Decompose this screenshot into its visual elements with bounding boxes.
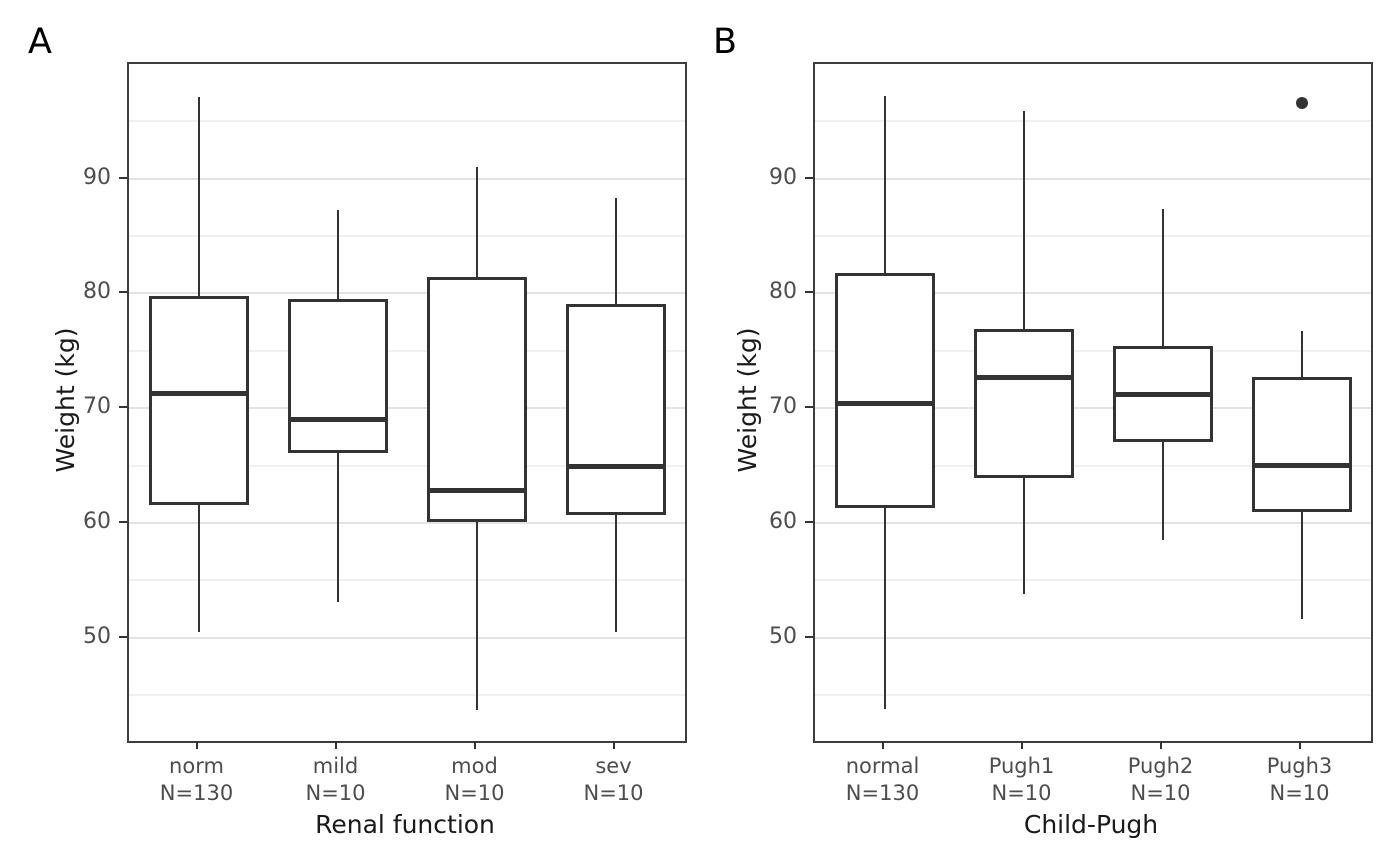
- gridline-major: [815, 177, 1371, 180]
- category-n: N=10: [305, 781, 366, 805]
- box: [1251, 377, 1352, 512]
- gridline-major: [129, 636, 685, 639]
- y-tick-mark: [805, 291, 813, 294]
- median-line: [288, 417, 387, 423]
- y-tick-label: 80: [83, 279, 111, 305]
- x-category-label: normal N=130: [813, 753, 953, 807]
- box: [148, 295, 249, 505]
- category-name: normal: [845, 754, 920, 778]
- x-tick-mark: [195, 741, 198, 749]
- category-n: N=10: [1130, 781, 1191, 805]
- gridline-minor: [129, 120, 685, 123]
- gridline-minor: [129, 694, 685, 697]
- x-tick-mark: [1298, 741, 1301, 749]
- y-tick-label: 70: [769, 394, 797, 420]
- gridline-major: [815, 521, 1371, 524]
- y-tick-mark: [119, 406, 127, 409]
- panel-b: B Weight (kg) Child-Pugh 50 60 70 80 90 norma…: [700, 0, 1400, 866]
- gridline-minor: [815, 579, 1371, 582]
- median-line: [1113, 391, 1212, 397]
- y-tick-label: 80: [769, 279, 797, 305]
- panel-a: A Weight (kg) Renal function 50 60 70 80 90 n…: [28, 22, 687, 839]
- gridline-minor: [815, 349, 1371, 352]
- outlier-point: [1295, 97, 1308, 109]
- x-tick-mark: [334, 741, 337, 749]
- y-tick-label: 50: [83, 623, 111, 649]
- category-name: Pugh1: [988, 754, 1055, 778]
- y-tick-label: 70: [83, 394, 111, 420]
- y-tick-mark: [805, 635, 813, 638]
- x-tick-mark: [612, 741, 615, 749]
- y-tick-mark: [119, 520, 127, 523]
- y-tick-label: 60: [83, 508, 111, 534]
- median-line: [974, 374, 1073, 380]
- y-tick-mark: [805, 176, 813, 179]
- category-n: N=130: [845, 781, 920, 805]
- gridline-minor: [815, 120, 1371, 123]
- gridline-major: [129, 177, 685, 180]
- box: [973, 329, 1074, 479]
- gridline-major: [129, 407, 685, 410]
- x-axis-title-b: Child-Pugh: [1023, 810, 1159, 839]
- gridline-minor: [129, 579, 685, 582]
- plot-area-a: [127, 62, 687, 743]
- x-tick-mark: [1159, 741, 1162, 749]
- gridline-minor: [815, 694, 1371, 697]
- plot-area-b: [813, 62, 1373, 743]
- box: [426, 277, 527, 522]
- box: [834, 272, 935, 509]
- category-name: sev: [595, 754, 632, 778]
- x-tick-mark: [1020, 741, 1023, 749]
- gridline-major: [815, 407, 1371, 410]
- y-tick-label: 90: [769, 164, 797, 190]
- category-name: norm: [169, 754, 224, 778]
- category-name: mod: [451, 754, 498, 778]
- y-tick-label: 60: [769, 508, 797, 534]
- panel-tag-a: A: [28, 22, 52, 62]
- y-tick-mark: [119, 176, 127, 179]
- gridline-minor: [129, 235, 685, 238]
- gridline-major: [815, 636, 1371, 639]
- gridline-major: [129, 292, 685, 295]
- median-line: [835, 401, 934, 407]
- panel-tag-b: B: [713, 22, 738, 62]
- category-n: N=10: [1269, 781, 1330, 805]
- gridline-major: [129, 521, 685, 524]
- gridline-minor: [815, 464, 1371, 467]
- x-tick-mark: [881, 741, 884, 749]
- category-name: Pugh3: [1266, 754, 1333, 778]
- y-tick-mark: [119, 291, 127, 294]
- category-n: N=10: [991, 781, 1052, 805]
- x-category-label: mild N=10: [266, 753, 406, 807]
- x-axis-title-a: Renal function: [315, 810, 495, 839]
- category-name: mild: [312, 754, 359, 778]
- x-category-label: mod N=10: [405, 753, 545, 807]
- median-line: [149, 390, 248, 396]
- median-line: [427, 488, 526, 494]
- gridline-major: [815, 292, 1371, 295]
- box: [565, 303, 666, 515]
- median-line: [566, 464, 665, 470]
- median-line: [1252, 463, 1351, 469]
- box: [287, 299, 388, 453]
- category-n: N=130: [159, 781, 234, 805]
- y-tick-label: 90: [83, 164, 111, 190]
- x-category-label: Pugh2 N=10: [1091, 753, 1231, 807]
- y-tick-label: 50: [769, 623, 797, 649]
- gridline-minor: [815, 235, 1371, 238]
- y-tick-mark: [805, 520, 813, 523]
- category-name: Pugh2: [1127, 754, 1194, 778]
- category-n: N=10: [583, 781, 644, 805]
- x-category-label: Pugh1 N=10: [952, 753, 1092, 807]
- x-category-label: Pugh3 N=10: [1230, 753, 1370, 807]
- x-category-label: norm N=130: [127, 753, 267, 807]
- gridline-minor: [129, 464, 685, 467]
- x-category-label: sev N=10: [544, 753, 684, 807]
- category-n: N=10: [444, 781, 505, 805]
- x-tick-mark: [473, 741, 476, 749]
- y-tick-mark: [805, 406, 813, 409]
- y-tick-mark: [119, 635, 127, 638]
- gridline-minor: [129, 349, 685, 352]
